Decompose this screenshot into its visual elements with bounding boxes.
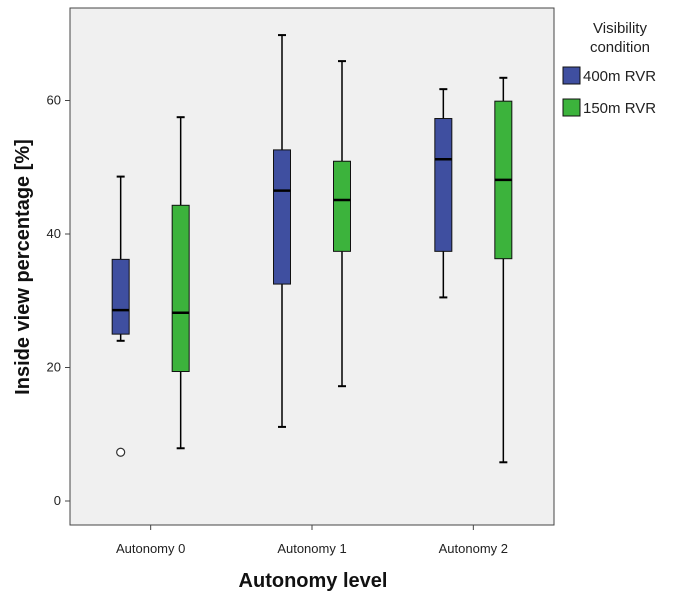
x-tick-label: Autonomy 0	[116, 541, 185, 556]
legend-swatch	[562, 66, 581, 85]
box-400m-rvr-2	[434, 88, 453, 299]
y-tick-label: 20	[47, 360, 61, 375]
x-tick-label: Autonomy 1	[277, 541, 346, 556]
legend-label: 400m RVR	[583, 68, 656, 85]
x-axis: Autonomy 0 Autonomy 1 Autonomy 2	[116, 525, 508, 556]
box-400m-rvr-0	[111, 175, 130, 457]
box-150m-rvr-0	[171, 116, 190, 450]
box-iqr	[434, 118, 453, 252]
box-150m-rvr-2	[494, 76, 513, 464]
box-groups	[111, 34, 513, 464]
box-iqr	[111, 258, 130, 335]
plot-area	[69, 7, 555, 526]
box-150m-rvr-1	[333, 60, 351, 388]
outlier-point	[116, 447, 126, 457]
box-iqr	[273, 149, 291, 285]
legend-label: 150m RVR	[583, 100, 656, 117]
legend: Visibility condition 400m RVR 150m RVR	[562, 20, 656, 117]
x-tick-label: Autonomy 2	[439, 541, 508, 556]
y-axis: 0 20 40 60	[47, 93, 70, 508]
legend-title-line-2: condition	[590, 39, 650, 56]
legend-title-line-1: Visibility	[593, 20, 647, 37]
box-iqr	[171, 204, 190, 373]
y-tick-label: 40	[47, 226, 61, 241]
x-axis-title: Autonomy level	[239, 570, 388, 592]
box-400m-rvr-1	[273, 34, 291, 428]
y-tick-label: 60	[47, 93, 61, 108]
y-tick-label: 0	[54, 493, 61, 508]
legend-swatch	[562, 98, 581, 117]
y-axis-title: Inside view percentage [%]	[12, 139, 34, 395]
box-iqr	[333, 160, 351, 252]
